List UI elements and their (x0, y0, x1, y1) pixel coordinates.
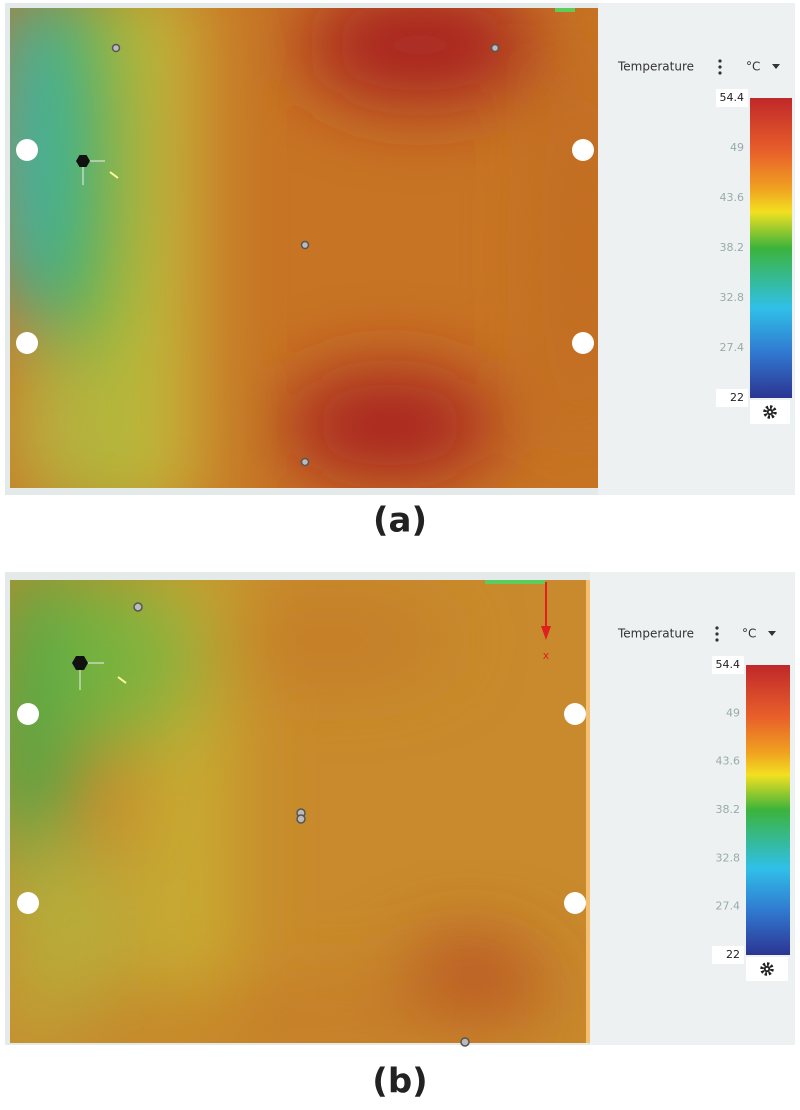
markers (133, 602, 470, 1047)
gear-icon[interactable] (760, 962, 774, 976)
tick-box (712, 946, 744, 964)
heatmap (10, 580, 590, 1043)
unit-select[interactable]: °C (742, 627, 756, 641)
colorbar (746, 665, 790, 955)
menu-dots[interactable] (718, 71, 722, 75)
tick-label: 32.8 (720, 291, 745, 304)
tick-label: 49 (726, 706, 740, 719)
tick-label: 32.8 (716, 851, 741, 864)
tick-label: 22 (726, 948, 740, 961)
mount-holes (17, 703, 586, 914)
menu-dots[interactable] (715, 638, 719, 642)
unit-select[interactable]: °C (746, 60, 760, 74)
tick-label: 54.4 (720, 91, 745, 104)
panel-caption: (a) (373, 501, 427, 541)
dropdown-caret[interactable] (768, 631, 776, 636)
colorbar (750, 98, 792, 398)
tick-label: 43.6 (720, 191, 745, 204)
legend-title: Temperature (617, 627, 694, 641)
tick-label: 49 (730, 141, 744, 154)
sensor-icon (76, 155, 119, 185)
mount-holes (16, 139, 594, 354)
menu-dots[interactable] (718, 65, 722, 69)
panel-caption: (b) (372, 1062, 427, 1102)
axis-arrow (541, 582, 551, 640)
markers (111, 43, 500, 467)
heatmap (10, 8, 598, 488)
tick-label: 43.6 (716, 755, 741, 768)
tick-box (716, 89, 748, 107)
gear-icon[interactable] (763, 405, 777, 419)
menu-dots[interactable] (715, 632, 719, 636)
tick-box (712, 656, 744, 674)
tick-label: 54.4 (716, 658, 741, 671)
tick-label: 38.2 (720, 241, 745, 254)
sensor-icon (72, 656, 127, 690)
gear-icon[interactable] (765, 967, 769, 971)
gear-icon[interactable] (768, 410, 772, 414)
tick-label: 38.2 (716, 803, 741, 816)
tick-box (716, 389, 748, 407)
menu-dots[interactable] (718, 59, 722, 63)
tick-label: 27.4 (716, 900, 741, 913)
menu-dots[interactable] (715, 626, 719, 630)
dropdown-caret[interactable] (772, 64, 780, 69)
tick-label: 22 (730, 391, 744, 404)
axis-label: x (543, 649, 550, 662)
legend-title: Temperature (617, 60, 694, 74)
tick-label: 27.4 (720, 341, 745, 354)
